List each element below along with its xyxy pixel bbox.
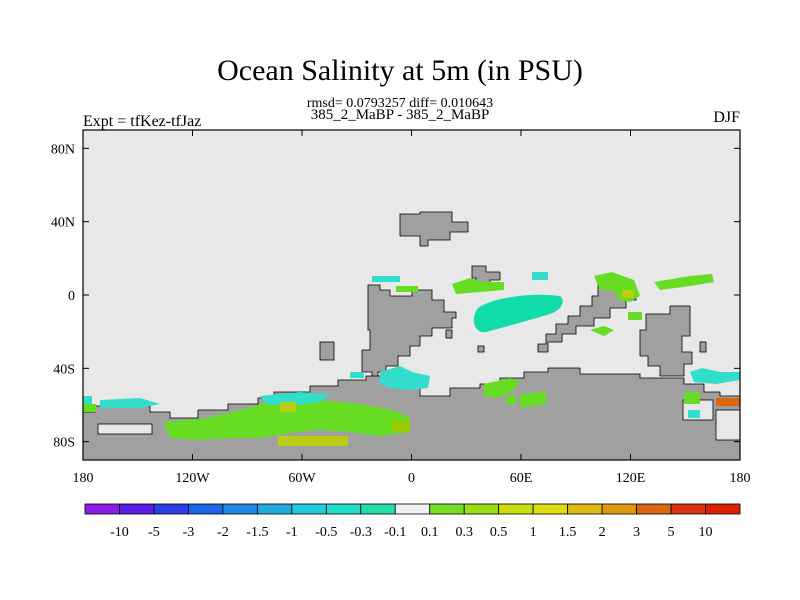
colorbar-swatch xyxy=(153,503,189,515)
colorbar-label: -0.5 xyxy=(315,525,337,540)
anomaly-green-2 xyxy=(396,286,418,292)
lon-tick-label: 0 xyxy=(408,471,415,486)
anomaly-teal-east-2 xyxy=(688,410,700,418)
stats-line: rmsd= 0.0793257 diff= 0.010643 xyxy=(306,96,494,111)
land-australia xyxy=(639,305,693,377)
colorbar-swatch xyxy=(636,503,672,515)
land-small-1 xyxy=(445,329,453,339)
anomaly-green-5 xyxy=(628,312,642,320)
colorbar xyxy=(84,503,741,515)
lon-tick-label: 180 xyxy=(73,471,94,486)
colorbar-label: -0.1 xyxy=(384,525,406,540)
anomaly-cyan-1 xyxy=(372,276,400,282)
colorbar-label: 0.5 xyxy=(490,525,508,540)
anomaly-olive-1 xyxy=(622,290,634,298)
colorbar-swatch xyxy=(463,503,500,515)
colorbar-swatch xyxy=(394,503,431,515)
colorbar-label: -2 xyxy=(217,525,229,540)
anomaly-olive-3 xyxy=(278,436,348,446)
anomaly-green-9 xyxy=(506,396,516,404)
colorbar-label: -1 xyxy=(286,525,298,540)
colorbar-swatch xyxy=(670,503,706,515)
lon-axis: 180 120W 60W 0 60E 120E 180 xyxy=(73,130,751,486)
colorbar-label: 10 xyxy=(699,525,713,540)
anomaly-patches xyxy=(83,272,740,446)
lat-tick-label: 80N xyxy=(51,142,75,157)
colorbar-swatch xyxy=(705,503,741,515)
anomaly-green-12 xyxy=(684,392,700,404)
anomaly-green-1 xyxy=(452,278,504,294)
anomaly-green-4 xyxy=(654,274,714,290)
colorbar-swatch xyxy=(291,503,327,515)
land-island xyxy=(319,341,335,361)
colorbar-swatch xyxy=(360,503,396,515)
lon-tick-label: 60W xyxy=(288,471,316,486)
anomaly-green-6 xyxy=(590,326,614,336)
lat-axis: 80N 40N 0 40S 80S xyxy=(51,142,740,451)
map-panel xyxy=(82,129,741,461)
anomaly-teal-atlantic xyxy=(473,294,563,333)
ocean-notch-3 xyxy=(715,409,741,441)
colorbar-label: -3 xyxy=(183,525,195,540)
colorbar-label: 1 xyxy=(530,525,537,540)
land-europe xyxy=(399,211,469,247)
lon-tick-label: 120E xyxy=(616,471,646,486)
plot-title: Ocean Salinity at 5m (in PSU) xyxy=(217,54,583,87)
lon-tick-label: 180 xyxy=(730,471,751,486)
lon-tick-label: 60E xyxy=(510,471,533,486)
anomaly-green-10 xyxy=(83,404,96,412)
colorbar-swatch xyxy=(532,503,569,515)
anomaly-olive-2 xyxy=(280,402,296,412)
plot-subtitle: 385_2_MaBP - 385_2_MaBP xyxy=(310,107,490,123)
land-small-2 xyxy=(477,345,485,353)
colorbar-label: 0.3 xyxy=(455,525,473,540)
colorbar-swatch xyxy=(567,503,603,515)
ocean-notch-1 xyxy=(97,423,153,435)
experiment-label: Expt = tfKez-tfJaz xyxy=(83,113,202,130)
colorbar-label: -0.3 xyxy=(350,525,372,540)
colorbar-label: 2 xyxy=(599,525,606,540)
land-small-3 xyxy=(699,341,707,353)
anomaly-green-8 xyxy=(520,392,546,408)
anomaly-teal-east xyxy=(690,368,740,384)
lat-tick-label: 40S xyxy=(53,362,75,377)
colorbar-label: 3 xyxy=(633,525,640,540)
anomaly-green-7 xyxy=(484,378,520,398)
lon-tick-label: 120W xyxy=(175,471,210,486)
colorbar-label: -1.5 xyxy=(246,525,268,540)
anomaly-green-band-south xyxy=(164,398,410,440)
colorbar-swatch xyxy=(84,503,120,515)
colorbar-label: -5 xyxy=(148,525,160,540)
colorbar-swatch xyxy=(222,503,258,515)
colorbar-swatch xyxy=(498,503,534,515)
anomaly-green-11 xyxy=(392,420,410,432)
colorbar-label: -10 xyxy=(110,525,129,540)
colorbar-swatch xyxy=(119,503,155,515)
colorbar-label: 5 xyxy=(668,525,675,540)
anomaly-cyan-6 xyxy=(260,392,330,406)
colorbar-swatch xyxy=(325,503,362,515)
anomaly-cyan-2 xyxy=(532,272,548,280)
lat-tick-label: 0 xyxy=(68,289,75,304)
anomaly-cyan-5 xyxy=(100,398,160,408)
lat-tick-label: 40N xyxy=(51,216,75,231)
anomaly-cyan-4 xyxy=(83,396,92,404)
anomaly-orange-east xyxy=(716,398,740,406)
colorbar-swatch xyxy=(188,503,224,515)
colorbar-swatch xyxy=(601,503,637,515)
colorbar-label: 1.5 xyxy=(559,525,577,540)
season-label: DJF xyxy=(713,109,740,126)
anomaly-cyan-3 xyxy=(350,372,364,378)
colorbar-label: 0.1 xyxy=(421,525,439,540)
colorbar-swatch xyxy=(256,503,293,515)
colorbar-labels: -10 -5 -3 -2 -1.5 -1 -0.5 -0.3 -0.1 0.1 0.3 0.5 1 1.5… xyxy=(110,525,712,540)
anomaly-teal-south-atlantic xyxy=(380,366,430,390)
colorbar-swatch xyxy=(429,503,465,515)
lat-tick-label: 80S xyxy=(53,436,75,451)
